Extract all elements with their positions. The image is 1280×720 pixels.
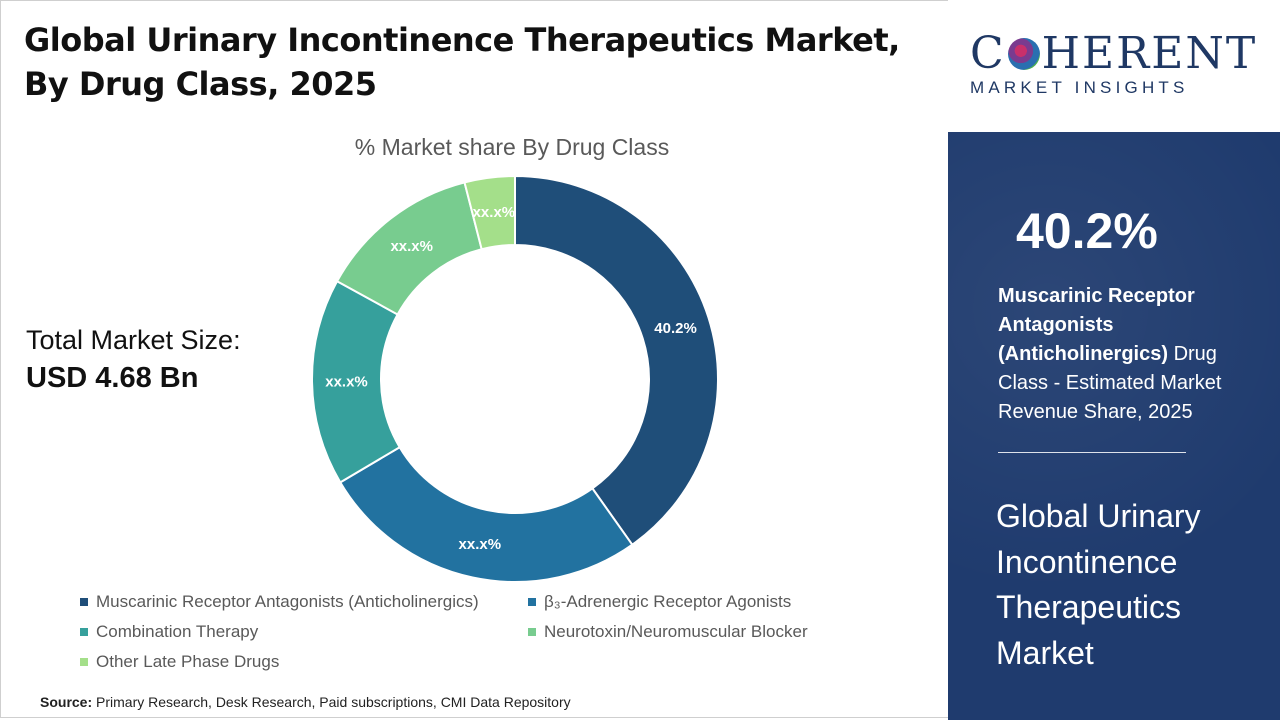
legend-label: β₃-Adrenergic Receptor Agonists [544,592,792,611]
chart-frame [0,0,948,718]
logo-tagline: MARKET INSIGHTS [970,78,1189,97]
side-panel: C HERENT MARKET INSIGHTS 40.2% Muscarinic… [948,0,1280,720]
divider-line [998,452,1186,453]
legend-label: Muscarinic Receptor Antagonists (Anticho… [96,592,479,611]
highlight-panel: 40.2% Muscarinic Receptor Antagonists (A… [948,132,1280,720]
globe-icon [1007,37,1040,70]
donut-chart: 40.2% xx.x% xx.x% xx.x% xx.x% [311,174,719,583]
source-note: Source: Primary Research, Desk Research,… [40,694,571,710]
page-title: Global Urinary Incontinence Therapeutics… [24,21,900,103]
total-market-label: Total Market Size: [26,325,241,355]
panel-background [948,132,1280,720]
legend-item-2: β₃-Adrenergic Receptor Agonists [528,592,791,612]
legend-label: Other Late Phase Drugs [96,652,280,671]
logo: C HERENT MARKET INSIGHTS [948,0,1280,132]
donut-slice-5 [463,174,516,251]
highlight-description-rest: Drug Class - Estimated Market Revenue Sh… [998,343,1222,423]
legend-swatch [80,628,88,636]
donut-slice-1 [514,174,719,547]
legend-label: Neurotoxin/Neuromuscular Blocker [544,622,808,641]
logo-wordmark: C HERENT [970,30,1257,78]
slice-label-5: xx.x% [473,204,516,221]
source-label: Source: [40,694,93,710]
legend-item-4: Neurotoxin/Neuromuscular Blocker [528,622,808,642]
total-market-value: USD 4.68 Bn [26,362,199,394]
legend-swatch [80,598,88,606]
highlight-percent: 40.2% [1016,203,1158,259]
legend-label: Combination Therapy [96,622,259,641]
slice-label-1: 40.2% [654,320,697,337]
legend-swatch [528,628,536,636]
market-name: Global Urinary Incontinence Therapeutics… [996,498,1201,671]
legend-item-5: Other Late Phase Drugs [80,652,279,672]
legend-swatch [528,598,536,606]
slice-label-2: xx.x% [459,536,502,553]
logo-letter-c: C [970,28,1006,79]
chart-title: % Market share By Drug Class [354,134,670,160]
highlight-segment: Muscarinic Receptor Antagonists (Anticho… [998,285,1195,365]
donut-slice-2 [338,445,634,583]
legend-item-1: Muscarinic Receptor Antagonists (Anticho… [80,592,479,612]
legend-item-3: Combination Therapy [80,622,258,642]
slice-label-4: xx.x% [390,238,433,255]
logo-text-herent: HERENT [1041,28,1258,79]
source-text: Primary Research, Desk Research, Paid su… [96,694,571,710]
highlight-description: Muscarinic Receptor Antagonists (Anticho… [998,282,1258,427]
slice-label-3: xx.x% [325,374,368,391]
legend-swatch [80,658,88,666]
